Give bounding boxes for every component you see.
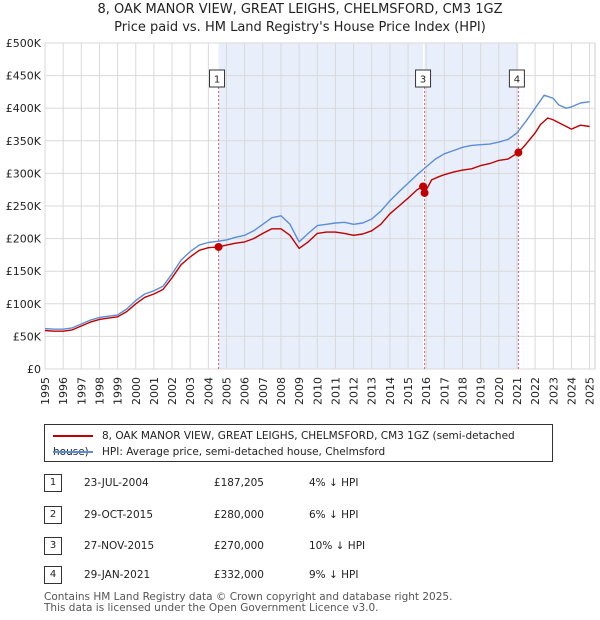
y-tick-label: £350K [6, 135, 42, 148]
x-tick-label: 2003 [184, 377, 197, 405]
x-tick-label: 2014 [384, 377, 397, 405]
x-tick-label: 2009 [293, 377, 306, 405]
transaction-price: £280,000 [213, 509, 264, 521]
x-tick-label: 2019 [475, 377, 488, 405]
transaction-hpi-diff: 9% ↓ HPI [309, 569, 359, 581]
series-line-hpi [44, 94, 590, 330]
event-marker-box [415, 69, 432, 88]
transaction-date: 27-NOV-2015 [84, 540, 155, 552]
chart-subtitle: Price paid vs. HM Land Registry's House … [114, 20, 486, 35]
transaction-number: 1 [44, 474, 62, 492]
x-tick-label: 2004 [202, 377, 215, 405]
legend-label-hpi: HPI: Average price, semi-detached house,… [102, 446, 386, 458]
transaction-price: £187,205 [213, 477, 264, 489]
x-tick-label: 2023 [547, 377, 560, 405]
x-tick-label: 1999 [112, 377, 125, 405]
x-tick-label: 2016 [420, 377, 433, 405]
y-tick-label: £100K [6, 298, 42, 311]
x-tick-label: 2002 [166, 377, 179, 405]
footer-license: This data is licensed under the Open Gov… [44, 602, 379, 614]
x-tick-label: 2012 [348, 377, 361, 405]
x-tick-label: 1998 [93, 377, 106, 405]
event-marker-box [209, 69, 226, 88]
transaction-number: 4 [44, 566, 62, 584]
sale-point [514, 148, 523, 157]
event-marker-label: 1 [214, 75, 220, 86]
transaction-price: £332,000 [213, 569, 264, 581]
x-tick-label: 2025 [584, 377, 597, 405]
y-tick-label: £400K [6, 102, 42, 115]
chart-legend: 8, OAK MANOR VIEW, GREAT LEIGHS, CHELMSF… [44, 424, 553, 462]
x-tick-label: 2000 [130, 377, 143, 405]
transaction-price: £270,000 [213, 540, 264, 552]
y-tick-label: £0 [27, 363, 41, 376]
transaction-date: 29-OCT-2015 [84, 509, 153, 521]
x-tick-label: 2024 [565, 377, 578, 405]
legend-swatch-hpi [53, 451, 93, 453]
x-tick-label: 2006 [239, 377, 252, 405]
x-tick-label: 2017 [438, 377, 451, 405]
sale-point [420, 188, 429, 197]
x-tick-label: 1996 [57, 377, 70, 405]
y-tick-label: £150K [6, 265, 42, 278]
event-marker-label: 3 [420, 75, 426, 86]
sale-point [214, 242, 223, 251]
x-tick-label: 2005 [221, 377, 234, 405]
x-tick-label: 2018 [456, 377, 469, 405]
x-tick-label: 2001 [148, 377, 161, 405]
x-tick-label: 2011 [329, 377, 342, 405]
x-tick-label: 1995 [39, 377, 52, 405]
event-marker-box [508, 69, 525, 88]
legend-item-property: 8, OAK MANOR VIEW, GREAT LEIGHS, CHELMSF… [53, 428, 552, 458]
x-tick-label: 2021 [511, 377, 524, 405]
footer-copyright: Contains HM Land Registry data © Crown c… [44, 591, 453, 603]
x-tick-label: 2007 [257, 377, 270, 405]
price-chart: £0 £50K £100K £150K £200K £250K £300K £350K £400… [6, 37, 597, 405]
x-tick-label: 2020 [493, 377, 506, 405]
transaction-date: 23-JUL-2004 [84, 477, 149, 489]
y-tick-label: £500K [6, 37, 42, 50]
y-tick-label: £250K [6, 200, 42, 213]
series-line-property [44, 117, 590, 332]
event-marker-label: 4 [514, 75, 520, 86]
transaction-hpi-diff: 4% ↓ HPI [309, 477, 359, 489]
sale-point [419, 182, 428, 191]
transaction-hpi-diff: 6% ↓ HPI [309, 509, 359, 521]
legend-item-hpi: HPI: Average price, semi-detached house,… [53, 444, 385, 460]
x-tick-label: 1997 [75, 377, 88, 405]
y-tick-label: £300K [6, 167, 42, 180]
transaction-number: 2 [44, 506, 62, 524]
x-tick-label: 2022 [529, 377, 542, 405]
chart-title: 8, OAK MANOR VIEW, GREAT LEIGHS, CHELMSF… [97, 2, 503, 17]
x-tick-label: 2015 [402, 377, 415, 405]
x-tick-label: 2013 [366, 377, 379, 405]
y-tick-label: £50K [13, 330, 42, 343]
transaction-number: 3 [44, 537, 62, 555]
x-tick-label: 2010 [311, 377, 324, 405]
x-tick-label: 2008 [275, 377, 288, 405]
transaction-date: 29-JAN-2021 [84, 569, 151, 581]
y-tick-label: £200K [6, 233, 42, 246]
y-tick-label: £450K [6, 70, 42, 83]
transaction-hpi-diff: 10% ↓ HPI [309, 540, 366, 552]
legend-swatch-property [53, 435, 93, 437]
